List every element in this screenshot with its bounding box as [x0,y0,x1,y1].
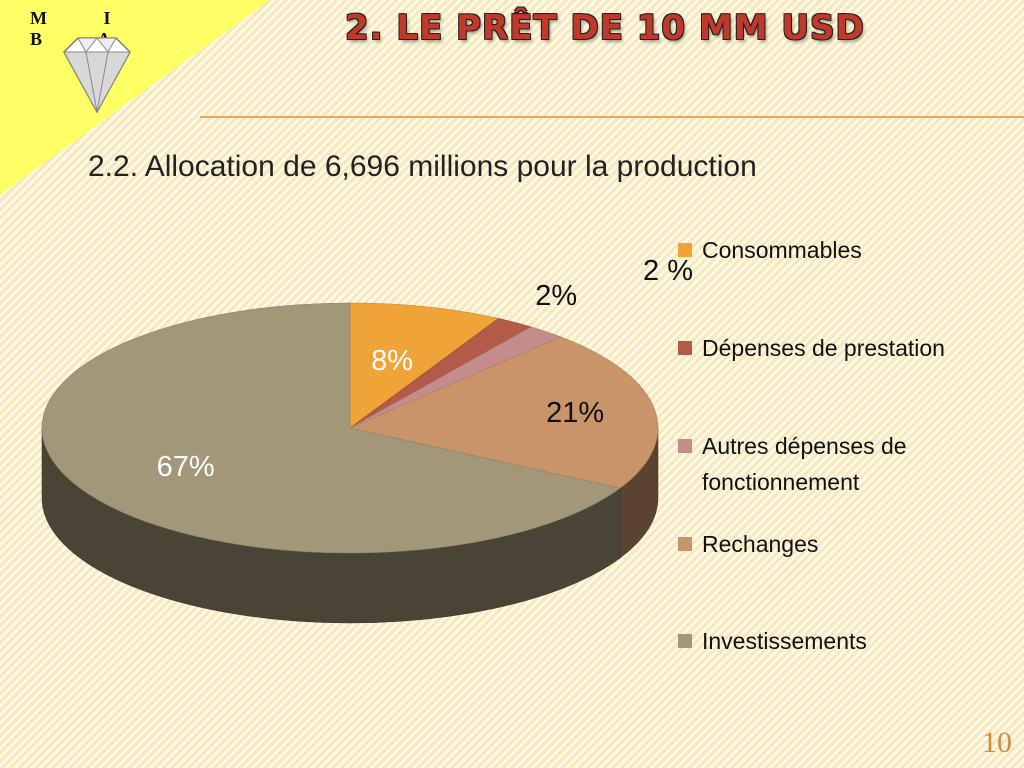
legend-label: Dépenses de prestation [702,335,945,361]
legend-swatch [678,634,692,648]
data-label-depenses-prestation: 2% [535,279,578,312]
page-number: 10 [982,726,1012,759]
data-label-rechanges: 21% [546,397,605,430]
pie-slice-rechanges [349,336,659,489]
legend-label: Rechanges [702,531,819,557]
data-label-autres-depenses: 2 % [643,255,694,288]
data-label-investissements: 67% [156,450,215,483]
legend-label: Investissements [702,628,867,654]
legend-swatch [678,537,692,551]
legend-swatch [678,439,692,453]
legend-swatch [678,243,692,257]
slide-subtitle: 2.2. Allocation de 6,696 millions pour l… [88,150,757,183]
diamond-logo-icon [63,37,131,114]
pie-slice-investissements [41,302,621,554]
legend-label: Autres dépenses de fonctionnement [702,433,907,495]
data-label-consommables: 8% [371,344,414,377]
corner-decoration [0,0,270,195]
title-divider [200,116,1024,118]
legend-swatch [678,341,692,355]
legend-label: Consommables [702,237,862,263]
slide-title: 2. LE PRÊT DE 10 MM USD [345,8,865,48]
pie-slice-consommables [349,302,500,429]
